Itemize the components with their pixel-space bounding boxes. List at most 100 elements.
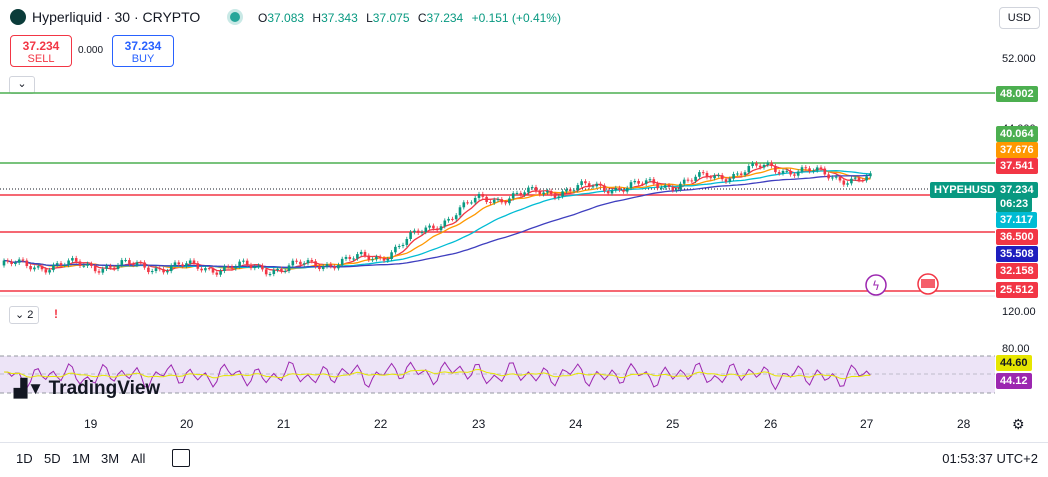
currency-select[interactable]: USD — [998, 7, 1040, 29]
candle-body — [587, 183, 591, 187]
date-range-icon[interactable] — [172, 449, 190, 467]
candle-body — [758, 165, 762, 168]
candle-body — [804, 167, 808, 169]
candle-body — [508, 198, 511, 204]
candle-body — [219, 271, 222, 275]
candle-body — [842, 180, 846, 185]
candle-body — [173, 262, 177, 266]
candle-body — [226, 266, 230, 268]
price-tag: 35.508 — [996, 246, 1038, 262]
candle-body — [671, 186, 675, 191]
sell-label: SELL — [27, 53, 55, 65]
candle-body — [204, 268, 207, 271]
candle-body — [48, 270, 51, 273]
candle-body — [245, 260, 249, 265]
candle-body — [504, 202, 507, 204]
candle-body — [595, 183, 599, 187]
candle-body — [120, 260, 124, 266]
candle-body — [663, 185, 667, 188]
candle-body — [6, 260, 10, 262]
candle-body — [238, 261, 241, 267]
buy-button[interactable]: 37.234 BUY — [112, 35, 174, 67]
candle-body — [785, 170, 789, 172]
candle-body — [682, 179, 686, 184]
range-button-1d[interactable]: 1D — [16, 451, 33, 466]
price-chart[interactable]: ϟ — [0, 34, 995, 408]
candle-body — [656, 183, 659, 189]
candle-body — [261, 265, 264, 270]
candle-body — [420, 232, 424, 234]
lightning-event-icon[interactable] — [865, 274, 887, 296]
candle-body — [291, 260, 295, 266]
price-tag: 06:23 — [996, 196, 1033, 212]
candle-body — [223, 266, 226, 272]
hyperliquid-logo-icon — [10, 9, 26, 25]
candle-body — [242, 260, 245, 262]
price-tag: 44.12 — [996, 373, 1032, 389]
flag-icon — [921, 279, 935, 288]
candle-body — [394, 246, 397, 253]
candle-body — [280, 268, 283, 272]
ohlc-readout: O37.083 H37.343 L37.075 C37.234 +0.151 (… — [258, 11, 566, 25]
clock[interactable]: 01:53:37 UTC+2 — [942, 451, 1038, 466]
time-tick: 23 — [472, 417, 486, 431]
candle-body — [861, 180, 865, 182]
price-tag: 40.064 — [996, 126, 1038, 142]
range-button-all[interactable]: All — [131, 451, 146, 466]
time-tick: 25 — [666, 417, 680, 431]
candle-body — [591, 186, 595, 188]
candle-body — [606, 191, 610, 194]
rsi-tick: 120.00 — [1002, 306, 1036, 318]
candle-body — [466, 202, 469, 204]
candle-body — [451, 218, 454, 220]
range-button-3m[interactable]: 3M — [101, 451, 120, 466]
candle-body — [561, 191, 564, 197]
candle-body — [147, 267, 150, 273]
candle-body — [747, 166, 751, 173]
range-button-5d[interactable]: 5D — [44, 451, 61, 466]
moving-average-line — [3, 167, 871, 270]
candle-body — [709, 177, 713, 179]
candle-body — [447, 218, 450, 221]
indicator-toggle-button[interactable]: ⌄ 2 — [9, 306, 40, 324]
gear-icon[interactable]: ⚙ — [1012, 416, 1025, 432]
price-tag: 37.541 — [996, 158, 1038, 174]
candle-body — [857, 177, 861, 181]
candle-body — [416, 230, 420, 233]
candle-body — [751, 163, 754, 167]
high-value: 37.343 — [321, 11, 358, 25]
candle-body — [527, 187, 530, 193]
candle-body — [819, 167, 823, 169]
candle-body — [603, 185, 606, 192]
candle-body — [622, 189, 625, 192]
candle-body — [576, 185, 580, 191]
tradingview-logo[interactable]: ▟▼ TradingView — [14, 378, 161, 399]
candle-body — [390, 252, 393, 260]
candle-body — [565, 189, 568, 192]
price-tick: 52.000 — [1002, 53, 1036, 65]
market-open-icon — [230, 12, 240, 22]
candle-body — [637, 180, 640, 184]
candle-body — [78, 261, 82, 266]
candle-body — [413, 230, 416, 233]
candle-body — [846, 183, 849, 185]
candle-body — [109, 265, 112, 268]
buy-price: 37.234 — [124, 39, 162, 53]
range-button-1m[interactable]: 1M — [72, 451, 91, 466]
candle-body — [724, 179, 728, 182]
candle-body — [234, 266, 238, 269]
candle-body — [356, 254, 359, 259]
sell-button[interactable]: 37.234 SELL — [10, 35, 72, 67]
candle-body — [762, 164, 766, 168]
candle-body — [815, 167, 819, 171]
spread-value: 0.000 — [78, 45, 104, 56]
candle-body — [14, 262, 17, 265]
symbol-title[interactable]: Hyperliquid · 30 · CRYPTO — [32, 9, 201, 25]
candle-body — [302, 263, 306, 265]
candle-body — [633, 180, 637, 183]
candle-body — [352, 258, 355, 260]
alert-icon[interactable]: ! — [54, 307, 58, 321]
candle-body — [158, 268, 162, 270]
candle-body — [443, 220, 447, 227]
low-value: 37.075 — [372, 11, 410, 25]
